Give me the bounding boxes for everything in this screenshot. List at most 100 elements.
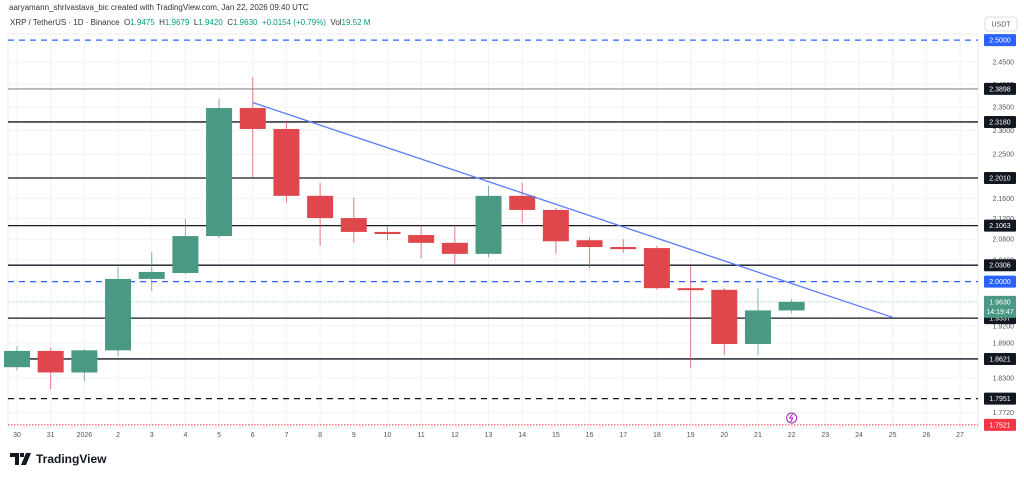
candle-body — [273, 128, 300, 196]
candle-body — [105, 278, 132, 351]
level-label: 2.3898 — [989, 86, 1011, 93]
y-tick-label: 2.0800 — [993, 237, 1015, 244]
x-tick-label: 27 — [956, 432, 964, 439]
candle-body — [441, 242, 468, 254]
candle-body — [509, 195, 536, 210]
x-tick-label: 4 — [183, 432, 187, 439]
chart-credit: aaryamann_shrivastava_bic created with T… — [9, 3, 309, 12]
currency-label: USDT — [991, 22, 1011, 29]
x-tick-label: 14 — [518, 432, 526, 439]
symbol-info: XRP / TetherUS · 1D · Binance — [10, 18, 120, 27]
y-tick-label: 1.8300 — [993, 375, 1015, 382]
level-label-box — [984, 418, 1016, 431]
current-price-box — [984, 295, 1016, 318]
current-price-label: 1.9630 — [989, 299, 1011, 306]
open-label: O — [123, 18, 131, 27]
x-tick-label: 22 — [788, 432, 796, 439]
x-tick-label: 2026 — [77, 432, 93, 439]
lightning-icon — [788, 413, 794, 423]
volume-label: Vol — [330, 18, 342, 27]
candle-body — [138, 271, 165, 279]
y-tick-label: 2.1200 — [993, 216, 1015, 223]
y-tick-label: 2.1600 — [993, 196, 1015, 203]
level-label: 1.7951 — [989, 396, 1011, 403]
y-tick-label: 1.7720 — [993, 410, 1015, 417]
level-label: 1.9337 — [989, 316, 1011, 323]
candle-body — [610, 247, 637, 250]
x-tick-label: 19 — [687, 432, 695, 439]
level-label-box — [984, 275, 1016, 288]
level-label-box — [984, 352, 1016, 365]
level-label-box — [984, 172, 1016, 184]
level-label: 2.5000 — [989, 38, 1011, 45]
candle-body — [408, 235, 435, 243]
level-label-box — [984, 392, 1016, 405]
x-tick-label: 17 — [619, 432, 627, 439]
currency-box — [984, 16, 1018, 32]
x-tick-label: 8 — [318, 432, 322, 439]
y-tick-label: 2.3000 — [993, 128, 1015, 135]
y-tick-label: 2.2500 — [993, 152, 1015, 159]
y-tick-label: 2.3500 — [993, 105, 1015, 112]
candle-body — [475, 195, 502, 254]
candle-body — [4, 350, 30, 368]
tradingview-logo-icon — [10, 453, 31, 465]
x-tick-label: 30 — [13, 432, 21, 439]
y-tick-label: 2.4500 — [993, 60, 1015, 67]
x-tick-label: 16 — [586, 432, 594, 439]
x-tick-label: 5 — [217, 432, 221, 439]
close-value: 1.9630 — [233, 18, 258, 27]
x-tick-label: 15 — [552, 432, 560, 439]
y-tick-label: 1.8900 — [993, 340, 1015, 347]
level-label-box — [984, 34, 1016, 47]
x-tick-label: 23 — [821, 432, 829, 439]
x-tick-label: 7 — [284, 432, 288, 439]
level-label: 2.2010 — [989, 176, 1011, 183]
candle-body — [778, 301, 805, 311]
high-label: H — [159, 18, 165, 27]
level-label-box — [984, 259, 1016, 272]
x-tick-label: 26 — [922, 432, 930, 439]
x-tick-label: 31 — [47, 432, 55, 439]
volume-value: 19.52 M — [341, 18, 371, 27]
candle-body — [172, 236, 199, 274]
candle-body — [542, 209, 569, 242]
low-label: L — [193, 18, 199, 27]
candle-body — [374, 231, 401, 235]
change-value: +0.0154 (+0.79%) — [261, 18, 326, 27]
countdown-label: 14:19:47 — [986, 309, 1013, 316]
tradingview-logo: TradingView — [10, 452, 106, 466]
x-tick-label: 3 — [150, 432, 154, 439]
level-label-box — [984, 219, 1016, 232]
x-tick-label: 11 — [418, 432, 425, 439]
plot-frame — [7, 33, 979, 429]
x-tick-label: 21 — [754, 432, 762, 439]
candle-body — [71, 350, 98, 373]
level-label-box — [984, 115, 1016, 128]
level-label: 2.1063 — [989, 223, 1011, 230]
x-tick-label: 24 — [855, 432, 863, 439]
candle-body — [307, 195, 334, 219]
candle-body — [677, 288, 704, 291]
x-tick-label: 25 — [889, 432, 897, 439]
level-label: 1.8621 — [989, 356, 1011, 363]
level-label: 1.7521 — [989, 422, 1011, 429]
logo-text: TradingView — [36, 452, 107, 466]
candle-body — [576, 240, 603, 248]
candle-body — [711, 289, 738, 345]
symbol-legend: XRP / TetherUS · 1D · Binance O1.9475 H1… — [10, 18, 370, 27]
x-tick-label: 9 — [352, 432, 356, 439]
x-tick-label: 6 — [251, 432, 255, 439]
candle-body — [744, 310, 771, 345]
x-tick-label: 20 — [720, 432, 728, 439]
high-value: 1.9679 — [164, 18, 190, 27]
x-tick-label: 18 — [653, 432, 661, 439]
level-label: 2.0306 — [989, 263, 1011, 270]
level-label: 2.0000 — [989, 279, 1011, 286]
close-label: C — [227, 18, 233, 27]
candle-body — [206, 108, 233, 237]
descending-trendline — [252, 101, 893, 319]
level-label-box — [984, 82, 1016, 95]
y-tick-label: 1.9200 — [993, 323, 1015, 330]
